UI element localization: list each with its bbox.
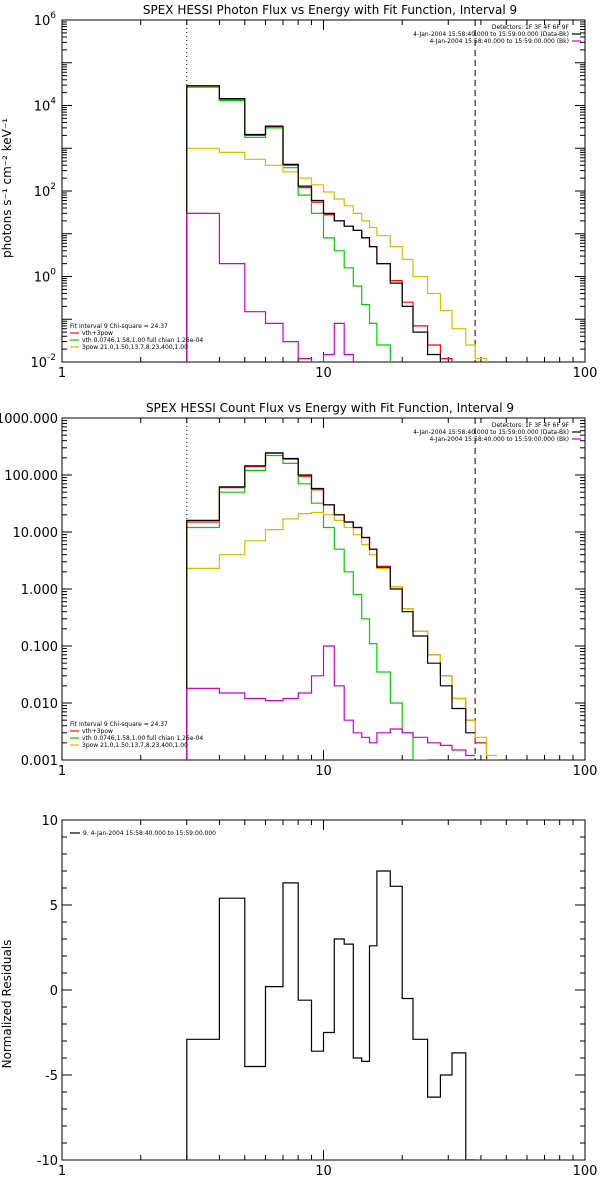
legend-entry: 9. 4-Jan-2004 15:58:40.000 to 15:59:00.0… xyxy=(83,830,216,837)
plot-area xyxy=(186,452,497,760)
chart-title: SPEX HESSI Count Flux vs Energy with Fit… xyxy=(146,401,514,415)
y-tick-label-exponent: 4 xyxy=(50,97,56,107)
y-tick-label: 1000.000 xyxy=(0,412,58,427)
x-tick-label: 10 xyxy=(315,764,332,779)
y-tick-label: 0.001 xyxy=(21,754,58,769)
legend-entry: 4-Jan-2004 15:58:40.000 to 15:59:00.000 … xyxy=(413,429,569,436)
chart-title: SPEX HESSI Photon Flux vs Energy with Fi… xyxy=(143,3,517,17)
y-tick-label: 100.000 xyxy=(4,469,58,484)
y-tick-label: 5 xyxy=(50,899,58,914)
series-data xyxy=(186,85,441,362)
series-vth xyxy=(186,86,391,362)
y-tick-label: 100 xyxy=(34,268,57,286)
x-tick-label: 1 xyxy=(58,764,66,779)
y-tick-label-base: 10 xyxy=(34,100,51,115)
y-tick-label-exponent: -2 xyxy=(47,353,56,363)
plot-area xyxy=(186,870,476,1160)
plot-frame xyxy=(61,819,586,1161)
y-tick-label-base: 10 xyxy=(30,356,47,371)
y-tick-label-exponent: 6 xyxy=(50,11,56,21)
legend-entry: vth+3pow xyxy=(82,728,113,735)
legend-entry: Fit Interval 9 Chi-square = 24.37 xyxy=(70,323,168,330)
series-residuals xyxy=(186,870,476,1160)
y-tick-label: -5 xyxy=(45,1069,58,1084)
y-tick-label: 10.000 xyxy=(13,526,59,541)
x-tick-label: 100 xyxy=(573,1164,598,1179)
y-tick-label-base: 10 xyxy=(34,271,51,286)
y-tick-label-base: 10 xyxy=(34,185,51,200)
y-tick-label: 10 xyxy=(41,814,58,829)
y-tick-label: 102 xyxy=(34,182,56,200)
series-3pow xyxy=(186,147,488,362)
legend-entry: Detectors: 1F 3F 4F 6F 9F xyxy=(492,24,570,31)
x-tick-label: 100 xyxy=(573,764,598,779)
legend-entry: 3pow 21.0,1.50,13.7,8.23,400,1.00 xyxy=(82,344,188,351)
legend-entry: vth 0.0746,1.58,1.00 full chian 1.26e-04 xyxy=(82,337,203,344)
y-axis-label: photons s⁻¹ cm⁻² keV⁻¹ xyxy=(0,118,14,258)
series-background xyxy=(186,212,354,362)
legend-entry: Fit Interval 9 Chi-square = 24.37 xyxy=(70,721,168,728)
series-vth xyxy=(186,454,429,760)
legend-entry: 4-Jan-2004 15:58:40.000 to 15:59:00.000 … xyxy=(429,38,569,45)
count-flux-panel: SPEX HESSI Count Flux vs Energy with Fit… xyxy=(0,401,598,779)
x-tick-label: 1 xyxy=(58,1164,66,1179)
series-data xyxy=(186,452,476,760)
legend-entry: vth 0.0746,1.58,1.00 full chian 1.26e-04 xyxy=(82,735,203,742)
residuals-panel: Normalized Residuals 1 10 100 -10 -5 0 5 10 9. 4… xyxy=(0,814,598,1179)
y-tick-label: 106 xyxy=(34,11,57,29)
photon-flux-panel: SPEX HESSI Photon Flux vs Energy with Fi… xyxy=(0,3,598,381)
legend-entry: 4-Jan-2004 15:58:40.000 to 15:59:00.000 … xyxy=(413,31,569,38)
x-tick-label: 100 xyxy=(573,366,598,381)
legend-entry: Detectors: 1F 3F 4F 6F 9F xyxy=(492,422,570,429)
y-tick-label: 10-2 xyxy=(30,353,56,371)
y-tick-label: 0.010 xyxy=(21,697,58,712)
y-tick-label: 0 xyxy=(50,984,58,999)
x-tick-label: 10 xyxy=(315,1164,332,1179)
y-tick-label-exponent: 0 xyxy=(50,268,56,278)
y-tick-label-base: 10 xyxy=(34,14,51,29)
plot-area xyxy=(186,85,488,362)
series-background xyxy=(186,645,476,760)
x-tick-label: 1 xyxy=(58,366,66,381)
series-vth-3pow xyxy=(186,85,453,362)
y-tick-label-exponent: 2 xyxy=(50,182,56,192)
legend-entry: 4-Jan-2004 15:58:40.000 to 15:59:00.000 … xyxy=(429,436,569,443)
series-vth-3pow xyxy=(186,452,497,760)
y-axis-label: Normalized Residuals xyxy=(0,940,14,1069)
y-tick-label: 0.100 xyxy=(21,640,58,655)
y-tick-label: -10 xyxy=(37,1154,58,1169)
series-3pow xyxy=(186,511,497,760)
plot-frame xyxy=(61,417,586,761)
legend-entry: vth+3pow xyxy=(82,330,113,337)
x-tick-label: 10 xyxy=(315,366,332,381)
legend-entry: 3pow 21.0,1.50,13.7,8.23,400,1.00 xyxy=(82,742,188,749)
y-tick-label: 1.000 xyxy=(21,583,58,598)
y-tick-label: 104 xyxy=(34,97,57,115)
